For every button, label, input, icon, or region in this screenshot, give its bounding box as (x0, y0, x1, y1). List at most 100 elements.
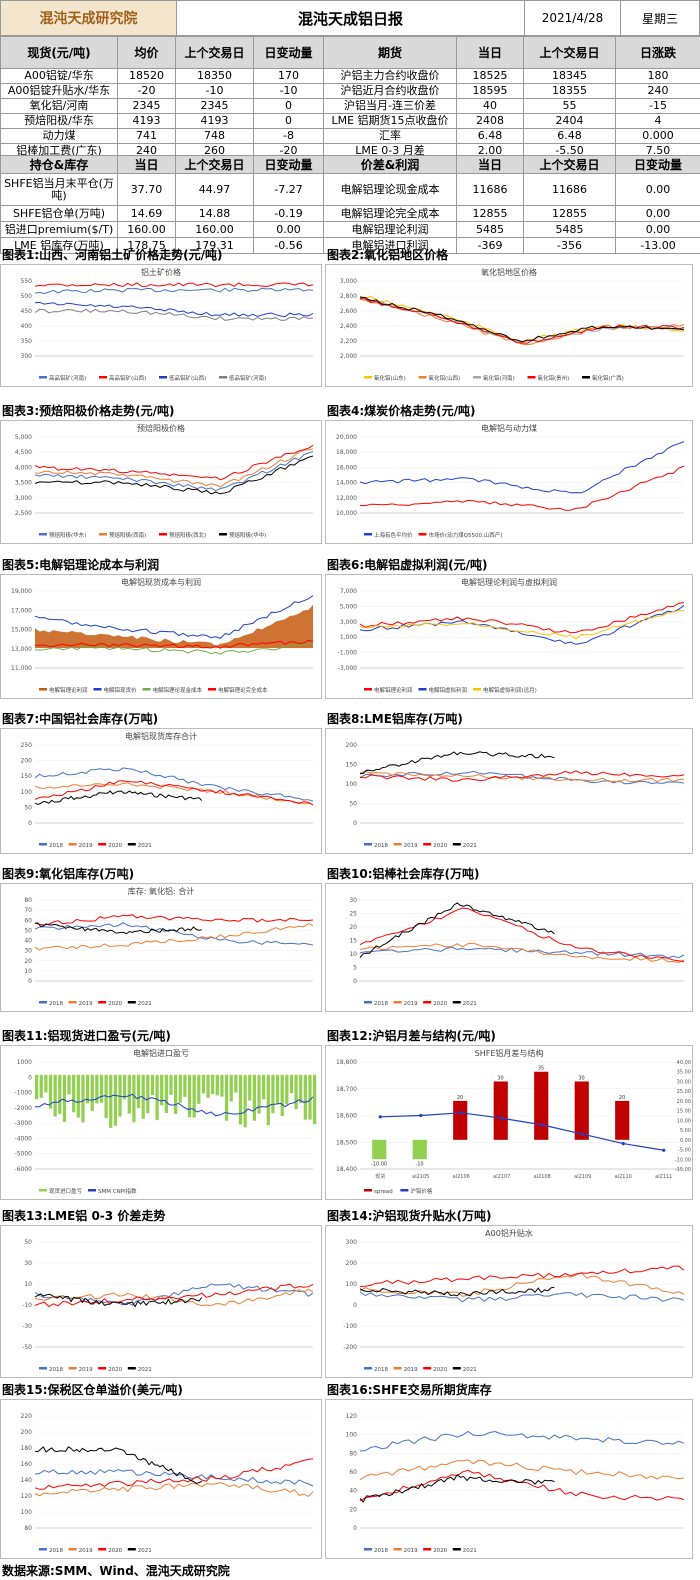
legend-swatch (159, 533, 167, 536)
legend-swatch (582, 376, 590, 379)
y-tick-label: 80 (24, 1525, 32, 1532)
table-cell: -20 (117, 83, 176, 99)
legend-swatch (364, 1001, 372, 1004)
chart-title-5: 图表5:电解铝理论成本与利润 (2, 558, 160, 572)
table-cell: 沪铝主力合约收盘价 (323, 68, 457, 84)
y-tick-label: 10 (24, 968, 32, 975)
legend-label: 2020 (108, 843, 122, 849)
y-tick-label: 40 (24, 938, 32, 945)
series-line (34, 1482, 314, 1498)
import-profit-bar (58, 1074, 62, 1114)
legend-swatch (364, 688, 372, 691)
spread-label: 30 (578, 1075, 584, 1081)
y-tick-label: 150 (346, 762, 358, 769)
table-cell: -10 (253, 83, 324, 99)
y-tick-label: 20 (349, 1506, 357, 1513)
y-tick-label: 100 (346, 781, 358, 788)
legend-swatch (473, 688, 481, 691)
y-tick-label: 5 (353, 965, 357, 972)
chart-panel-2: 氧化铝地区价格 3,000 2,800 2,600 2,400 2,200 2,000 氧化铝… (325, 264, 693, 387)
y-tick-label: 500 (21, 293, 33, 300)
column-header: 日变动量 (253, 36, 324, 69)
y-tick-label: 18,700 (336, 1086, 357, 1093)
series-line (34, 1293, 203, 1308)
legend-label: spread (374, 1189, 393, 1195)
table-cell: 0 (253, 113, 324, 129)
y-tick-label: 300 (346, 1239, 358, 1246)
y-tick-label: 3,000 (15, 495, 32, 502)
table-cell: -356 (523, 237, 616, 254)
import-profit-bar (132, 1074, 136, 1123)
legend-swatch (423, 1001, 432, 1004)
legend-label: 2021 (463, 1367, 477, 1373)
import-profit-bar (197, 1074, 201, 1104)
table-cell: 160.00 (175, 221, 254, 238)
y-tick-label: 13,000 (11, 646, 32, 653)
series-line (359, 907, 685, 963)
import-profit-bar (72, 1074, 76, 1113)
table-cell: 0.000 (615, 128, 700, 144)
import-profit-bar (234, 1074, 238, 1093)
table-cell: -8 (253, 128, 324, 144)
legend-swatch (68, 843, 77, 846)
series-line (359, 465, 685, 511)
import-profit-bar (136, 1074, 141, 1109)
legend-label: 2021 (138, 1367, 152, 1373)
table-cell: 18350 (175, 68, 254, 84)
legend-swatch (39, 1189, 47, 1192)
series-line (34, 287, 314, 295)
import-profit-bar (164, 1074, 168, 1113)
table-cell: 2408 (456, 113, 524, 129)
legend-swatch (418, 376, 427, 379)
y-tick-label: 70 (24, 907, 32, 914)
chart-svg-1: 铝土矿价格 550 500 450 400 350 300 高品铝矿(河南) 高品铝矿(山西) 低… (21, 267, 314, 382)
y2-tick-label: 10.00 (677, 1118, 691, 1124)
table-cell: 电解铝理论利润 (323, 221, 457, 238)
y-tick-label: -100 (343, 1323, 357, 1330)
import-profit-bar (248, 1074, 252, 1101)
table-cell: 电解铝进口利润 (323, 237, 457, 254)
y-tick-label: 3,500 (15, 480, 32, 487)
import-profit-bar (62, 1074, 67, 1122)
series-line (359, 297, 685, 344)
y2-tick-label: 20.00 (677, 1099, 691, 1105)
spread-label: 35 (538, 1066, 544, 1072)
import-profit-bar (141, 1074, 145, 1119)
import-profit-bar (85, 1074, 90, 1104)
spread-bar (615, 1100, 630, 1140)
table-cell: SHFE铝当月末平仓(万吨) (0, 173, 118, 206)
y-tick-label: 400 (21, 323, 33, 330)
import-profit-bar (35, 1074, 39, 1100)
import-profit-bar (39, 1074, 43, 1098)
legend-label: 电解铝虚拟利润(远月) (483, 686, 537, 694)
y-tick-label: 0 (28, 1074, 32, 1081)
legend-label: 电解铝理论利润 (374, 686, 413, 694)
import-profit-bar (118, 1074, 122, 1117)
report-weekday: 星期三 (641, 11, 678, 26)
import-profit-bar (146, 1074, 150, 1114)
table-header-row: 现货(元/吨) 均价 上个交易日 日变动量 期货 当日 上个交易日 日涨跌 (0, 36, 700, 69)
chart-title-3: 图表3:预焙阳极价格走势(元/吨) (2, 404, 175, 418)
y-tick-label: -4000 (15, 1135, 33, 1142)
table-cell: 178.75 (117, 237, 176, 254)
series-line (359, 942, 685, 963)
series-line (359, 296, 685, 343)
import-profit-bar (224, 1074, 229, 1121)
import-profit-bar (303, 1074, 307, 1120)
x-tick-label: al2109 (574, 1174, 591, 1180)
report-title: 混沌天成铝日报 (177, 1, 525, 35)
y-tick-label: 1,000 (340, 634, 357, 641)
legend-label: 2019 (79, 843, 93, 849)
y2-tick-label: -10.00 (675, 1157, 691, 1163)
table-row: 氧化铝/河南 2345 2345 0 沪铝当月-连三价差 40 55 -15 (0, 98, 700, 114)
x-tick-label: al2110 (615, 1174, 632, 1180)
series-line (34, 1288, 314, 1307)
import-profit-bar (262, 1074, 266, 1100)
y-tick-label: 3,000 (340, 619, 357, 626)
legend-swatch (142, 688, 151, 691)
y2-tick-label: 30.00 (677, 1079, 691, 1085)
series-line (359, 610, 685, 640)
legend-label: 2020 (433, 1367, 447, 1373)
y-tick-label: 15 (349, 938, 357, 945)
table-cell: 5485 (456, 221, 524, 238)
